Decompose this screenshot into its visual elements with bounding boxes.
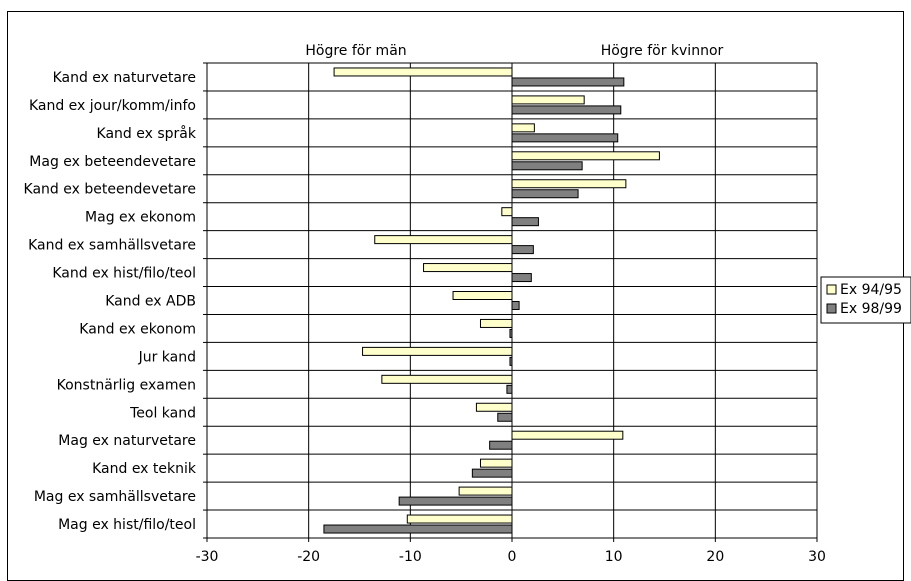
- x-tick-label: -20: [297, 549, 320, 565]
- category-label: Kand ex språk: [97, 125, 197, 142]
- x-tick-label: 0: [508, 549, 517, 565]
- category-label: Mag ex samhällsvetare: [34, 489, 196, 505]
- bar-ex-94-95: [452, 291, 513, 300]
- bar-ex-98-99: [489, 440, 513, 450]
- bar-ex-94-95: [423, 263, 513, 273]
- bar-ex-98-99: [471, 468, 513, 478]
- bar-ex-94-95: [479, 458, 513, 468]
- bar-ex-98-99: [509, 356, 513, 366]
- bar-ex-98-99: [506, 384, 513, 394]
- bar-ex-98-99: [323, 524, 513, 534]
- category-label: Kand ex hist/filo/teol: [52, 266, 196, 282]
- bar-ex-94-95: [381, 374, 513, 384]
- bar-ex-94-95: [475, 402, 513, 412]
- category-label: Kand ex beteendevetare: [24, 182, 196, 198]
- bar-ex-94-95: [374, 235, 513, 245]
- category-label: Mag ex hist/filo/teol: [58, 517, 196, 533]
- x-tick-label: 20: [706, 549, 724, 565]
- legend-label: Ex 94/95: [840, 282, 902, 298]
- bar-ex-94-95: [511, 123, 535, 133]
- legend-swatch: [826, 284, 837, 295]
- bar-ex-94-95: [511, 179, 627, 189]
- gridlines: [203, 62, 818, 542]
- bar-ex-94-95: [458, 486, 513, 496]
- bar-ex-98-99: [511, 245, 534, 255]
- category-label: Kand ex teknik: [92, 461, 197, 477]
- bar-ex-98-99: [511, 217, 539, 227]
- category-label: Kand ex ADB: [105, 294, 196, 310]
- bar-ex-98-99: [511, 133, 619, 143]
- diverging-bar-chart: Kand ex naturvetare Kand ex jour/komm/inf…: [24, 43, 911, 565]
- bar-ex-98-99: [497, 412, 513, 422]
- category-label: Kand ex naturvetare: [53, 70, 196, 86]
- bar-ex-98-99: [511, 273, 532, 283]
- category-label: Mag ex naturvetare: [58, 433, 196, 449]
- legend-label: Ex 98/99: [840, 301, 902, 317]
- bar-ex-94-95: [511, 95, 585, 105]
- annotation-higher-for-women: Högre för kvinnor: [601, 43, 724, 59]
- bars: [323, 67, 660, 534]
- category-label: Jur kand: [138, 349, 196, 365]
- bar-ex-94-95: [406, 514, 513, 524]
- category-labels: Kand ex naturvetare Kand ex jour/komm/inf…: [24, 70, 197, 533]
- category-label: Kand ex ekonom: [79, 321, 196, 337]
- bar-ex-94-95: [479, 318, 513, 328]
- category-label: Kand ex samhällsvetare: [28, 238, 196, 254]
- category-label: Mag ex ekonom: [85, 210, 196, 226]
- bar-ex-94-95: [501, 207, 513, 217]
- legend: Ex 94/95 Ex 98/99: [820, 276, 911, 324]
- bar-ex-98-99: [511, 189, 579, 199]
- bar-ex-98-99: [511, 161, 583, 171]
- bar-ex-98-99: [511, 77, 625, 87]
- category-label: Teol kand: [129, 405, 196, 421]
- bar-ex-94-95: [333, 67, 513, 77]
- x-tick-label: 10: [605, 549, 623, 565]
- bar-ex-94-95: [362, 346, 513, 356]
- bar-ex-98-99: [511, 301, 520, 310]
- bar-ex-98-99: [511, 105, 622, 115]
- x-tick-label: -10: [399, 549, 422, 565]
- annotation-higher-for-men: Högre för män: [305, 43, 406, 59]
- category-label: Konstnärlig examen: [57, 377, 196, 393]
- legend-swatch: [826, 303, 837, 314]
- bar-ex-98-99: [509, 328, 513, 338]
- category-label: Mag ex beteendevetare: [29, 154, 196, 170]
- x-tick-label: 30: [808, 549, 826, 565]
- bar-ex-94-95: [511, 151, 660, 161]
- bar-ex-94-95: [511, 430, 624, 440]
- x-tick-labels: -30 -20 -10 0 10 20 30: [196, 549, 826, 565]
- category-label: Kand ex jour/komm/info: [29, 98, 196, 114]
- x-tick-label: -30: [196, 549, 219, 565]
- bar-ex-98-99: [398, 496, 513, 506]
